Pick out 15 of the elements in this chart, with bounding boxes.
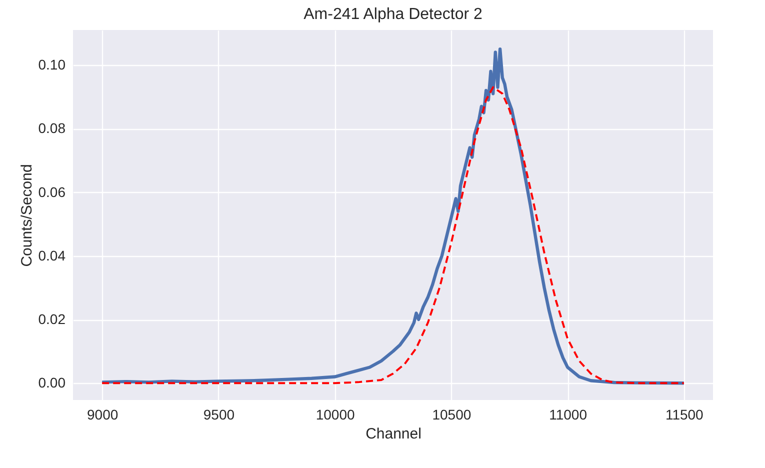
y-tick-label: 0.04 bbox=[38, 247, 66, 264]
x-axis-title: Channel bbox=[366, 426, 422, 442]
y-axis-title: Counts/Second bbox=[18, 164, 36, 267]
x-tick-label: 9500 bbox=[203, 406, 235, 422]
y-tick-label: 0.06 bbox=[38, 184, 66, 200]
x-tick-label: 11000 bbox=[549, 406, 588, 422]
y-tick-label: 0.08 bbox=[38, 120, 66, 136]
chart-title: Am-241 Alpha Detector 2 bbox=[304, 6, 482, 23]
y-tick-label: 0.02 bbox=[38, 311, 66, 328]
x-tick-label: 10500 bbox=[432, 406, 472, 422]
x-tick-label: 11500 bbox=[665, 406, 704, 422]
x-tick-label: 9000 bbox=[87, 406, 118, 422]
y-tick-label: 0.10 bbox=[38, 56, 66, 72]
x-tick-label: 10000 bbox=[316, 406, 355, 422]
y-tick-label: 0.00 bbox=[38, 374, 66, 391]
